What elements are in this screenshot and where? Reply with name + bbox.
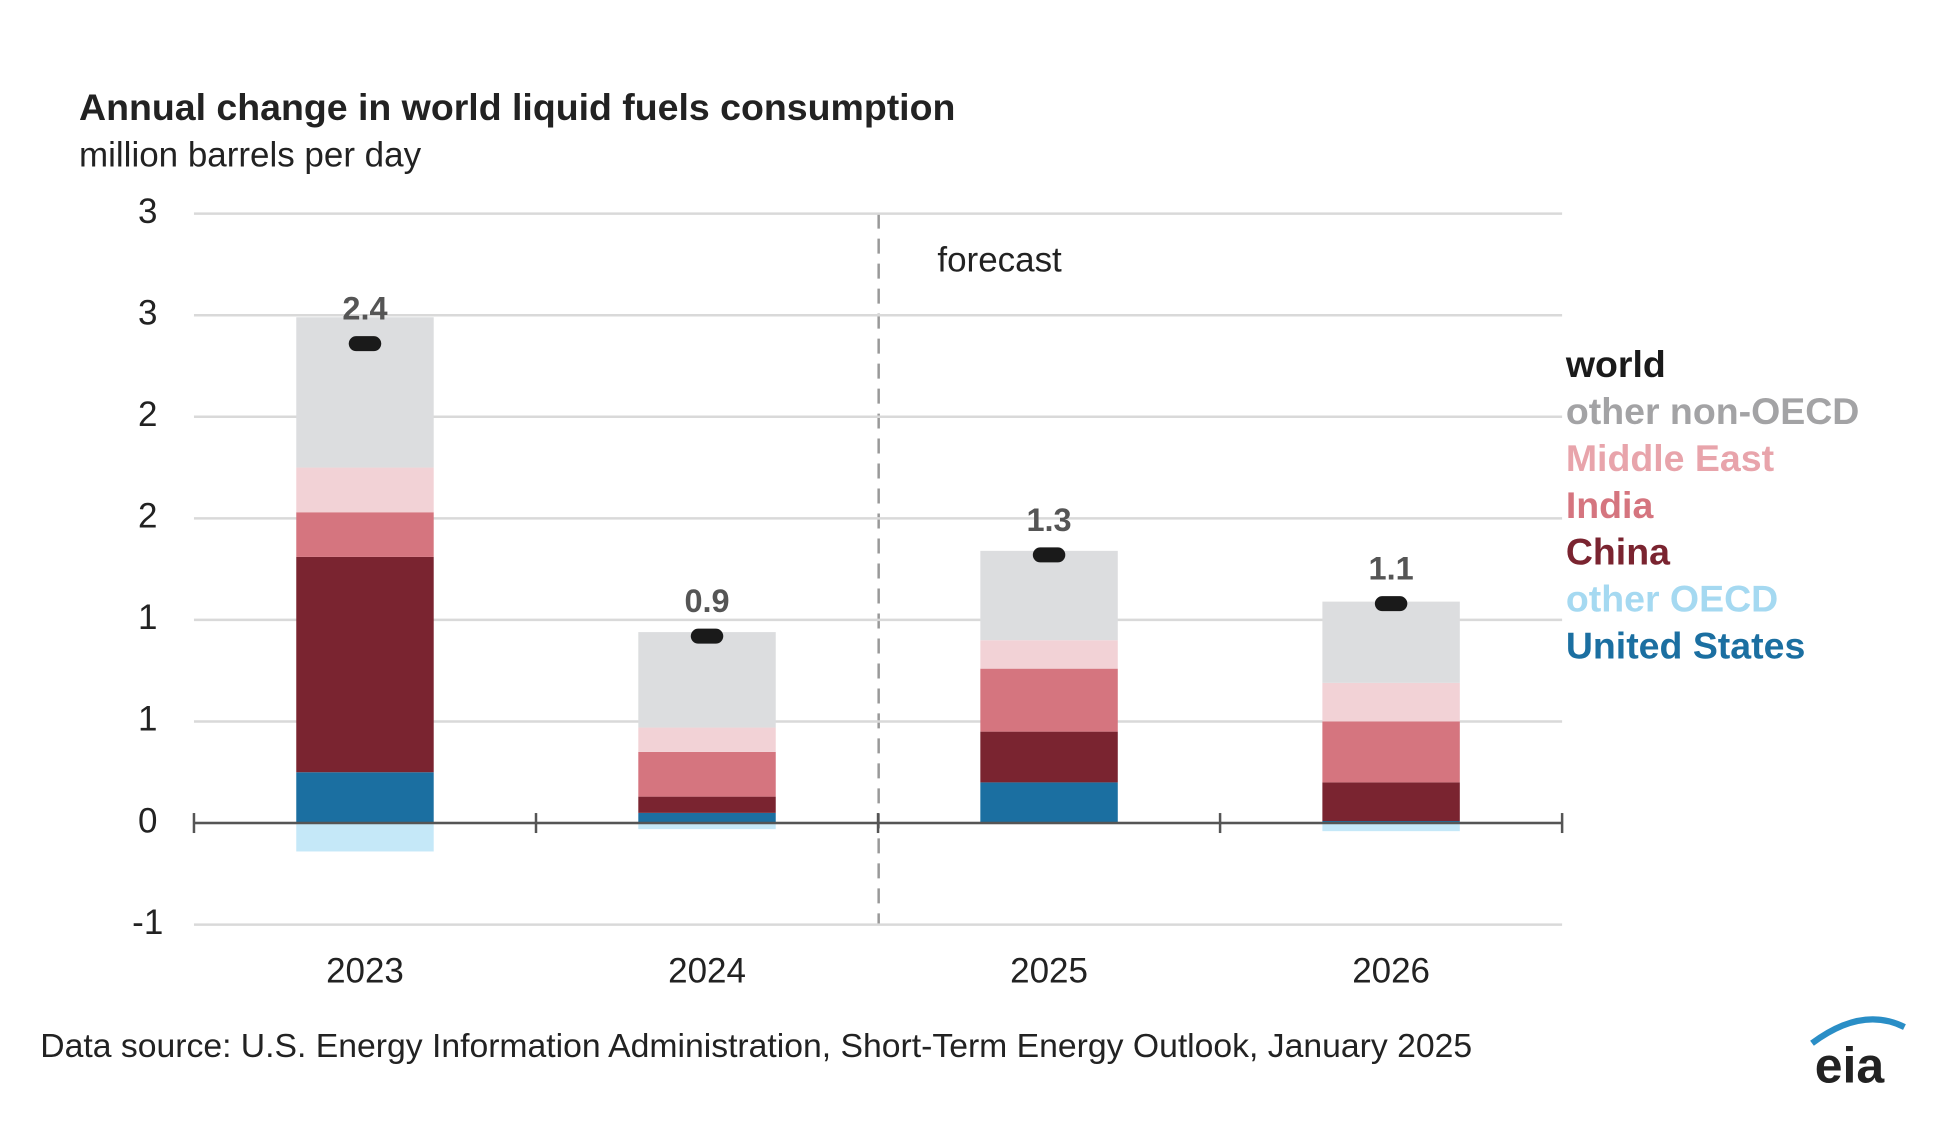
world-marker — [1374, 596, 1408, 612]
bar-segment — [980, 550, 1118, 641]
legend-entry: Middle East — [1566, 437, 1775, 479]
logo-arc — [1810, 1016, 1906, 1046]
x-tick-label: 2026 — [1352, 952, 1430, 991]
y-tick-label: 1 — [138, 700, 157, 739]
data-label: 2.4 — [342, 291, 387, 327]
chart-subtitle: million barrels per day — [79, 136, 422, 175]
x-tick-label: 2023 — [326, 952, 404, 991]
y-tick-label: 2 — [138, 497, 157, 536]
bar-segment — [638, 812, 776, 824]
bar-segment — [1322, 601, 1460, 683]
legend-entry: India — [1566, 484, 1655, 526]
legend-entry: other non-OECD — [1566, 390, 1859, 432]
bar-segment — [296, 467, 434, 513]
bar-segment — [296, 772, 434, 824]
bar-segment — [638, 823, 776, 830]
x-tick-label: 2024 — [668, 952, 746, 991]
source: Data source: U.S. Energy Information Adm… — [40, 1027, 1472, 1065]
legend-entry: world — [1565, 343, 1666, 385]
bar-segment — [1322, 782, 1460, 821]
bar-segment — [296, 512, 434, 557]
bar-segment — [980, 668, 1118, 732]
world-marker — [348, 336, 382, 352]
y-tick-label: 3 — [138, 293, 157, 332]
bar-segment — [296, 823, 434, 852]
bar-segment — [638, 632, 776, 728]
bar-segment — [980, 782, 1118, 824]
world-marker — [690, 628, 724, 644]
bar-segment — [638, 727, 776, 752]
y-tick-label: 2 — [138, 395, 157, 434]
world-marker — [1032, 547, 1066, 563]
logo: eia — [1815, 1038, 1886, 1094]
annotation: forecast — [937, 241, 1062, 280]
bar-segment — [638, 796, 776, 813]
x-tick-label: 2025 — [1010, 952, 1088, 991]
data-label: 1.3 — [1026, 502, 1071, 538]
legend-entry: China — [1566, 531, 1671, 573]
bar-segment — [296, 556, 434, 773]
y-tick-label: 3 — [138, 192, 157, 231]
y-tick-label: -1 — [132, 903, 163, 942]
bar-segment — [980, 640, 1118, 669]
bar-segment — [638, 751, 776, 797]
bar-segment — [1322, 721, 1460, 783]
data-label: 0.9 — [684, 583, 729, 619]
legend-entry: other OECD — [1566, 578, 1778, 620]
legend-entry: United States — [1566, 624, 1805, 666]
bar-segment — [1322, 682, 1460, 722]
y-tick-label: 0 — [138, 801, 157, 840]
data-label: 1.1 — [1369, 551, 1414, 587]
y-tick-label: 1 — [138, 598, 157, 637]
bar-segment — [980, 731, 1118, 783]
bar-segment — [1322, 823, 1460, 832]
chart-title: Annual change in world liquid fuels cons… — [79, 86, 955, 128]
